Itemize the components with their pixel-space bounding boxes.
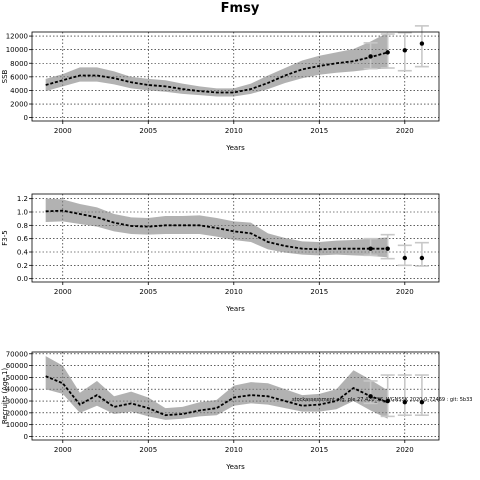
- forecast-point: [368, 394, 373, 399]
- median-line: [45, 209, 388, 251]
- x-tick-label: 2005: [139, 446, 157, 454]
- x-axis-label: Years: [225, 305, 245, 313]
- y-tick-label: 12000: [6, 33, 28, 41]
- x-tick-label: 2010: [225, 127, 243, 135]
- forecast-point: [368, 246, 373, 251]
- forecast-point: [385, 246, 390, 251]
- y-tick-label: 40000: [6, 386, 28, 394]
- confidence-band: [45, 356, 388, 420]
- y-tick-label: 0.8: [17, 222, 28, 230]
- forecast-point: [419, 255, 425, 261]
- forecast-point: [402, 255, 407, 261]
- y-tick-label: 0: [24, 114, 28, 122]
- ssb-panel: 2000 2005 2010 2015 2020 0 2000 4000 6000 8000 100…: [1, 25, 440, 152]
- plot-frame: [31, 31, 440, 122]
- forecast-point: [402, 400, 407, 405]
- forecast-point: [402, 48, 407, 53]
- x-tick-label: 2010: [225, 288, 243, 296]
- y-tick-label: 70000: [6, 350, 28, 358]
- forecast-point: [368, 54, 373, 59]
- y-tick-label: 20000: [6, 409, 28, 417]
- x-tick-label: 2015: [310, 446, 328, 454]
- plot-frame: [31, 193, 440, 283]
- confidence-band: [45, 32, 388, 97]
- x-tick-label: 2010: [225, 446, 243, 454]
- y-tick-label: 1.0: [17, 209, 28, 217]
- y-tick-label: 0.2: [17, 262, 28, 270]
- forecast-point: [419, 400, 425, 405]
- y-axis-label: SSB: [1, 69, 9, 83]
- y-axis-label: F3-5: [1, 230, 9, 245]
- x-axis-label: Years: [225, 463, 245, 471]
- x-axis-label: Years: [225, 144, 245, 152]
- x-tick-label: 2020: [396, 446, 414, 454]
- y-tick-label: 0: [24, 433, 28, 441]
- x-tick-label: 2020: [396, 288, 414, 296]
- forecast-point: [419, 41, 425, 46]
- forecast-point: [385, 398, 390, 404]
- x-tick-label: 2005: [139, 288, 157, 296]
- forecast-point: [385, 50, 390, 55]
- y-tick-label: 10000: [6, 46, 28, 54]
- y-axis-label: Recruits (Age 1): [1, 368, 9, 425]
- y-tick-label: 1.2: [17, 195, 28, 203]
- x-tick-label: 2015: [310, 127, 328, 135]
- y-tick-label: 6000: [10, 73, 28, 81]
- x-tick-label: 2020: [396, 127, 414, 135]
- y-tick-label: 4000: [10, 87, 28, 95]
- figure-title: Fmsy: [221, 1, 260, 16]
- x-tick-label: 2015: [310, 288, 328, 296]
- x-tick-label: 2000: [54, 288, 72, 296]
- plot-frame: [31, 351, 440, 441]
- median-line: [45, 51, 388, 94]
- y-tick-label: 30000: [6, 398, 28, 406]
- median-line: [45, 375, 388, 417]
- y-tick-label: 60000: [6, 362, 28, 370]
- x-tick-label: 2000: [54, 446, 72, 454]
- f-panel: 2000 2005 2010 2015 2020 0.0 0.2 0.4 0.6 0.8 1.0 1.…: [1, 193, 440, 313]
- y-tick-label: 0.6: [17, 235, 29, 243]
- x-tick-label: 2005: [139, 127, 157, 135]
- source-note: stockassessment.org, ple.27.420_SS_WGNSS…: [292, 397, 472, 403]
- y-tick-label: 0.0: [17, 275, 28, 283]
- x-tick-label: 2000: [54, 127, 72, 135]
- recruits-panel: 2000 2005 2010 2015 2020 0 10000 20000 30000 4000…: [1, 350, 440, 471]
- y-tick-label: 10000: [6, 421, 28, 429]
- y-tick-label: 50000: [6, 374, 28, 382]
- y-tick-label: 0.4: [17, 249, 29, 257]
- y-tick-label: 2000: [10, 101, 28, 109]
- y-tick-label: 8000: [10, 60, 28, 68]
